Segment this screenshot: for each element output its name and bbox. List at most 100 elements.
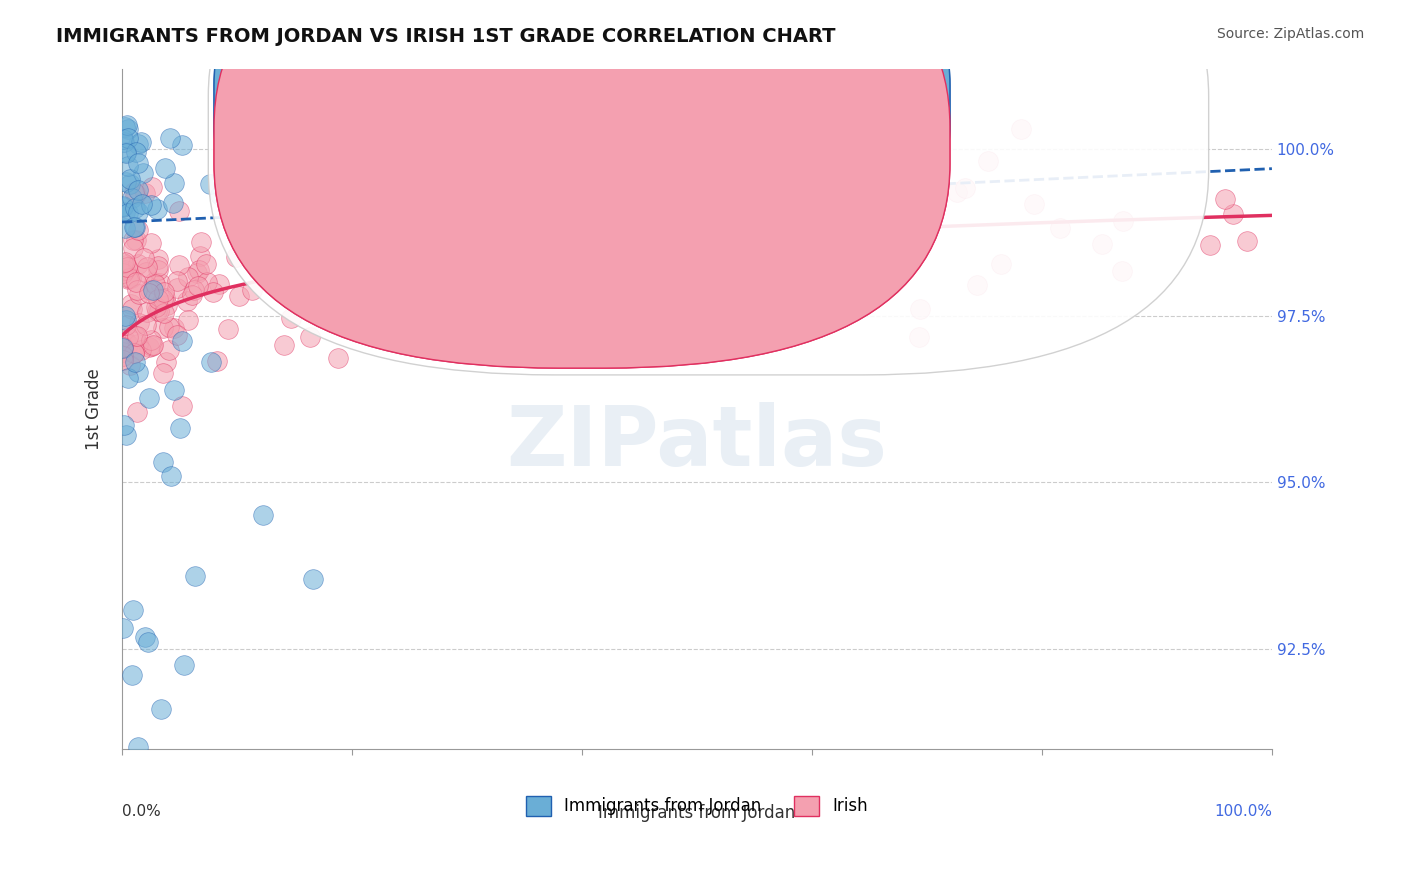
Immigrants from Jordan — [252, 508, 274, 522]
Irish — [125, 275, 148, 289]
Irish — [253, 248, 276, 262]
FancyBboxPatch shape — [214, 0, 950, 327]
Irish — [120, 297, 142, 311]
Irish — [346, 203, 368, 218]
Irish — [299, 330, 322, 344]
Irish — [139, 236, 162, 251]
Irish — [891, 169, 914, 184]
Immigrants from Jordan — [308, 232, 330, 246]
Immigrants from Jordan — [124, 201, 146, 215]
Irish — [136, 305, 159, 319]
Immigrants from Jordan — [297, 208, 319, 222]
Irish — [907, 330, 929, 344]
Irish — [138, 286, 160, 301]
Irish — [990, 257, 1012, 271]
Immigrants from Jordan — [124, 355, 146, 369]
Irish — [1199, 237, 1222, 252]
Irish — [761, 318, 783, 332]
Irish — [1091, 237, 1114, 252]
Irish — [118, 271, 141, 285]
Irish — [613, 325, 636, 339]
Irish — [681, 315, 703, 329]
Irish — [135, 260, 157, 274]
Immigrants from Jordan — [159, 131, 181, 145]
Irish — [357, 294, 380, 309]
Irish — [177, 270, 200, 285]
Irish — [890, 185, 912, 199]
Irish — [170, 399, 193, 413]
Irish — [117, 271, 139, 285]
Immigrants from Jordan — [142, 283, 165, 297]
Irish — [114, 262, 136, 277]
Irish — [314, 289, 336, 303]
Immigrants from Jordan — [163, 176, 186, 190]
Immigrants from Jordan — [127, 156, 149, 170]
Irish — [114, 318, 136, 332]
Immigrants from Jordan — [326, 260, 349, 275]
Irish — [716, 337, 738, 351]
Irish — [1213, 192, 1236, 206]
Immigrants from Jordan — [121, 668, 143, 682]
Irish — [127, 257, 149, 271]
Immigrants from Jordan — [117, 159, 139, 173]
Irish — [910, 301, 932, 316]
Irish — [1112, 214, 1135, 228]
Immigrants from Jordan — [173, 658, 195, 673]
Immigrants from Jordan — [138, 391, 160, 405]
Text: Immigrants from Jordan: Immigrants from Jordan — [599, 804, 796, 822]
Irish — [149, 276, 172, 290]
Irish — [169, 203, 191, 218]
Irish — [157, 320, 180, 334]
Immigrants from Jordan — [114, 309, 136, 323]
Irish — [240, 283, 263, 297]
Immigrants from Jordan — [127, 183, 149, 197]
Immigrants from Jordan — [302, 572, 325, 586]
Irish — [328, 351, 350, 365]
FancyBboxPatch shape — [214, 0, 950, 368]
Text: IMMIGRANTS FROM JORDAN VS IRISH 1ST GRADE CORRELATION CHART: IMMIGRANTS FROM JORDAN VS IRISH 1ST GRAD… — [56, 27, 835, 45]
Irish — [139, 283, 162, 297]
Irish — [821, 280, 844, 294]
Irish — [180, 288, 202, 302]
Irish — [135, 265, 157, 279]
Irish — [112, 256, 135, 270]
Immigrants from Jordan — [221, 157, 243, 171]
Irish — [208, 277, 231, 291]
Immigrants from Jordan — [114, 220, 136, 235]
Irish — [143, 275, 166, 289]
Immigrants from Jordan — [124, 219, 146, 234]
Irish — [125, 405, 148, 419]
Irish — [516, 171, 538, 186]
FancyBboxPatch shape — [208, 0, 1209, 375]
Irish — [141, 179, 163, 194]
Irish — [122, 186, 145, 200]
Immigrants from Jordan — [134, 630, 156, 644]
Irish — [153, 306, 176, 320]
Immigrants from Jordan — [112, 418, 135, 433]
Irish — [112, 340, 135, 354]
Irish — [734, 290, 756, 304]
Irish — [786, 295, 808, 310]
Irish — [135, 318, 157, 333]
Irish — [143, 277, 166, 291]
Immigrants from Jordan — [125, 145, 148, 159]
Irish — [717, 171, 740, 186]
Immigrants from Jordan — [121, 191, 143, 205]
Irish — [117, 336, 139, 351]
Irish — [228, 289, 250, 303]
Irish — [163, 320, 186, 334]
Irish — [121, 233, 143, 247]
Irish — [166, 281, 188, 295]
Irish — [800, 141, 823, 155]
Immigrants from Jordan — [117, 206, 139, 220]
Immigrants from Jordan — [117, 371, 139, 385]
Irish — [1022, 197, 1045, 211]
Irish — [195, 257, 218, 271]
Irish — [138, 340, 160, 354]
Irish — [1010, 122, 1032, 136]
Irish — [766, 218, 789, 232]
Immigrants from Jordan — [114, 145, 136, 160]
Irish — [832, 273, 855, 287]
Irish — [125, 187, 148, 202]
Irish — [148, 263, 170, 277]
